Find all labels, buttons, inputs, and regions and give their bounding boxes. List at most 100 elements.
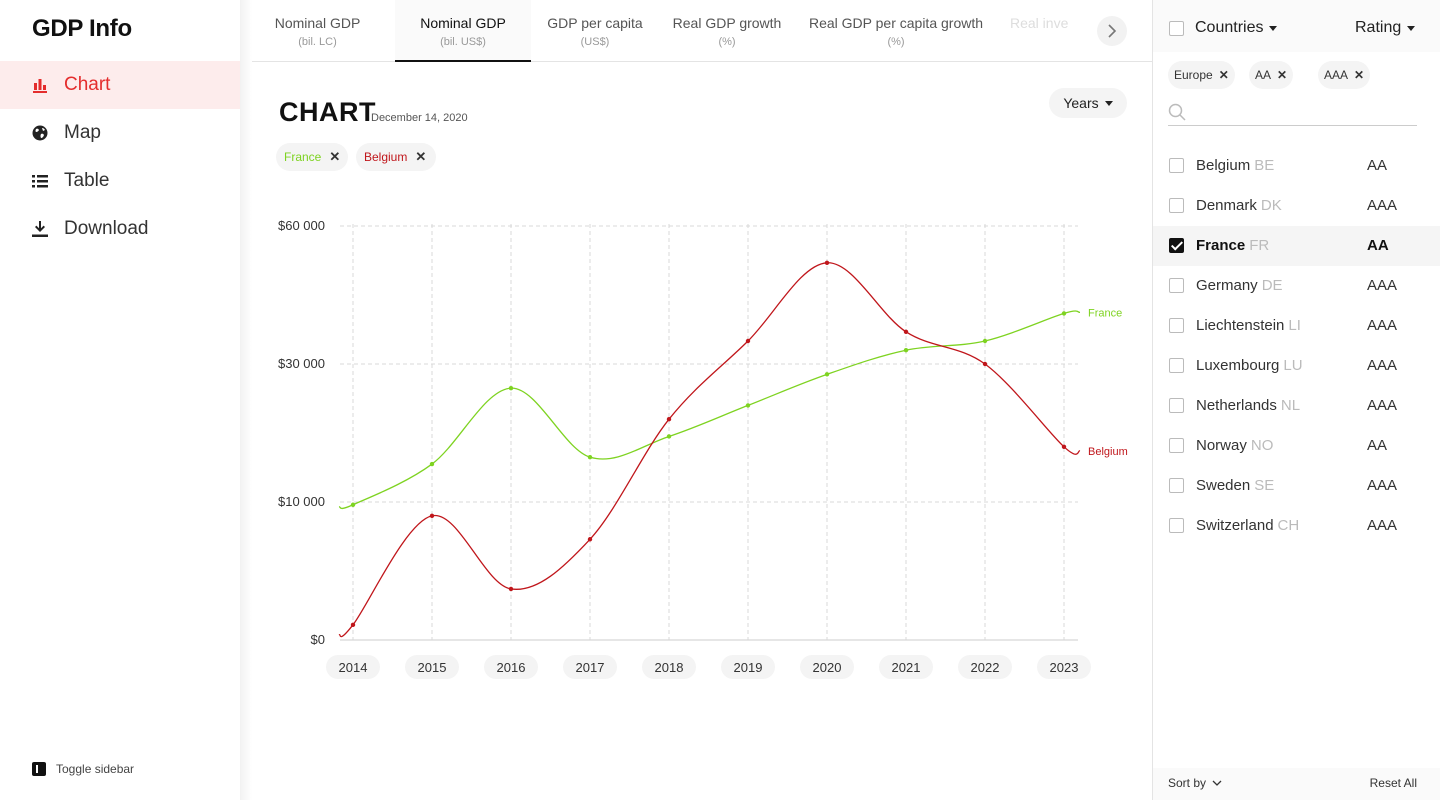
x-tick-pill [642, 655, 696, 679]
country-checkbox[interactable] [1169, 438, 1184, 453]
reset-all-button[interactable]: Reset All [1369, 776, 1417, 790]
country-search-input[interactable] [1194, 100, 1414, 124]
country-search [1168, 98, 1417, 126]
data-point [350, 502, 356, 507]
country-row[interactable]: Switzerland CH AAA [1153, 506, 1440, 546]
country-row[interactable]: Liechtenstein LI AAA [1153, 306, 1440, 346]
country-row[interactable]: France FR AA [1153, 226, 1440, 266]
data-point [508, 385, 514, 391]
remove-chip-icon[interactable]: ✕ [415, 149, 427, 164]
sidebar-item-table[interactable]: Table [0, 157, 240, 205]
country-checkbox[interactable] [1169, 518, 1184, 533]
rating-dropdown[interactable]: Rating [1355, 19, 1416, 37]
chart-date: December 14, 2020 [371, 112, 468, 124]
tab-nominal-gdp-usd[interactable]: Nominal GDP (bil. US$) [395, 0, 531, 62]
country-name-cell: Luxembourg LU [1196, 357, 1303, 374]
sort-by-label: Sort by [1168, 776, 1207, 790]
country-checkbox[interactable] [1169, 358, 1184, 373]
chart-filter-chip-france: France ✕ [276, 143, 348, 171]
country-checkbox[interactable] [1169, 158, 1184, 173]
tab-real-gdp-per-capita-growth[interactable]: Real GDP per capita growth (%) [802, 0, 990, 62]
chip-label: Belgium [364, 150, 408, 164]
countries-dropdown[interactable]: Countries [1195, 19, 1278, 37]
remove-chip-icon[interactable]: ✕ [1277, 68, 1288, 82]
country-name-cell: Liechtenstein LI [1196, 317, 1301, 334]
sidebar-item-chart[interactable]: Chart [0, 61, 240, 109]
x-tick-pill [721, 655, 775, 679]
country-checkbox[interactable] [1169, 398, 1184, 413]
data-point [982, 361, 988, 367]
remove-chip-icon[interactable]: ✕ [1354, 68, 1365, 82]
x-tick-label: 2014 [339, 660, 368, 675]
country-row[interactable]: Germany DE AAA [1153, 266, 1440, 306]
tab-sublabel: (US$) [580, 36, 610, 48]
country-rating: AA [1367, 237, 1389, 254]
country-row[interactable]: Denmark DK AAA [1153, 186, 1440, 226]
data-point [587, 537, 593, 542]
country-row[interactable]: Luxembourg LU AAA [1153, 346, 1440, 386]
country-name-cell: Denmark DK [1196, 197, 1282, 214]
country-row[interactable]: Belgium BE AA [1153, 146, 1440, 186]
data-point [1061, 444, 1067, 449]
tab-next-button[interactable] [1097, 16, 1127, 46]
country-name: Sweden [1196, 477, 1251, 494]
y-tick-label: $10 000 [278, 494, 325, 509]
data-point [666, 417, 672, 422]
country-rating: AA [1367, 437, 1388, 454]
tab-real-gdp-growth[interactable]: Real GDP growth (%) [666, 0, 788, 62]
toggle-sidebar-button[interactable]: Toggle sidebar [32, 762, 134, 776]
country-row[interactable]: Sweden SE AAA [1153, 466, 1440, 506]
years-dropdown[interactable]: Years [1049, 88, 1127, 118]
series-label: France [1088, 307, 1122, 319]
search-icon [1168, 103, 1186, 121]
x-tick-label: 2017 [576, 660, 605, 675]
x-tick-label: 2015 [418, 660, 447, 675]
x-tick-label: 2020 [813, 660, 842, 675]
country-name: Liechtenstein [1196, 317, 1285, 334]
country-rating: AAA [1367, 517, 1398, 534]
country-checkbox[interactable] [1169, 478, 1184, 493]
country-row[interactable]: Netherlands NL AAA [1153, 386, 1440, 426]
chevron-right-icon [1108, 24, 1117, 38]
sort-by-button[interactable]: Sort by [1168, 776, 1222, 790]
tab-nominal-gdp-lc[interactable]: Nominal GDP (bil. LC) [252, 0, 383, 62]
country-name-cell: Switzerland CH [1196, 517, 1299, 534]
caret-down-icon [1104, 100, 1113, 106]
data-point [745, 338, 751, 344]
series-line-france [338, 310, 1081, 510]
remove-chip-icon[interactable]: ✕ [329, 149, 341, 164]
remove-chip-icon[interactable]: ✕ [1218, 68, 1229, 82]
select-all-checkbox[interactable] [1169, 21, 1184, 36]
y-tick-label: $30 000 [278, 356, 325, 371]
country-code: NO [1250, 437, 1274, 454]
sidebar-toggle-icon [32, 762, 46, 776]
data-point [350, 622, 356, 628]
tab-gdp-per-capita[interactable]: GDP per capita (US$) [537, 0, 653, 62]
series-line-belgium [338, 262, 1081, 638]
country-checkbox[interactable] [1169, 238, 1184, 253]
sidebar-item-download[interactable]: Download [0, 205, 240, 253]
tab-label: Nominal GDP [274, 15, 361, 31]
chip-label: AAA [1324, 68, 1349, 82]
globe-icon [32, 125, 48, 141]
sidebar-item-map[interactable]: Map [0, 109, 240, 157]
country-name-cell: Belgium BE [1196, 157, 1274, 174]
country-checkbox[interactable] [1169, 278, 1184, 293]
x-tick-label: 2018 [655, 660, 684, 675]
sidebar: GDP Info Chart Map Table Download [0, 0, 240, 800]
country-checkbox[interactable] [1169, 318, 1184, 333]
country-name: Switzerland [1196, 517, 1274, 534]
y-tick-label: $60 000 [278, 218, 325, 233]
x-tick-pill [326, 655, 380, 679]
data-point [429, 461, 435, 467]
country-checkbox[interactable] [1169, 198, 1184, 213]
tab-real-investment[interactable]: Real inve [1010, 0, 1100, 62]
sidebar-item-label: Table [64, 170, 110, 191]
country-row[interactable]: Norway NO AA [1153, 426, 1440, 466]
country-panel-header: Countries Rating [1153, 0, 1440, 52]
x-tick-pill [879, 655, 933, 679]
country-rating: AAA [1367, 197, 1398, 214]
country-rating: AAA [1367, 397, 1398, 414]
caret-down-icon [1407, 25, 1416, 31]
country-rating: AAA [1367, 357, 1398, 374]
